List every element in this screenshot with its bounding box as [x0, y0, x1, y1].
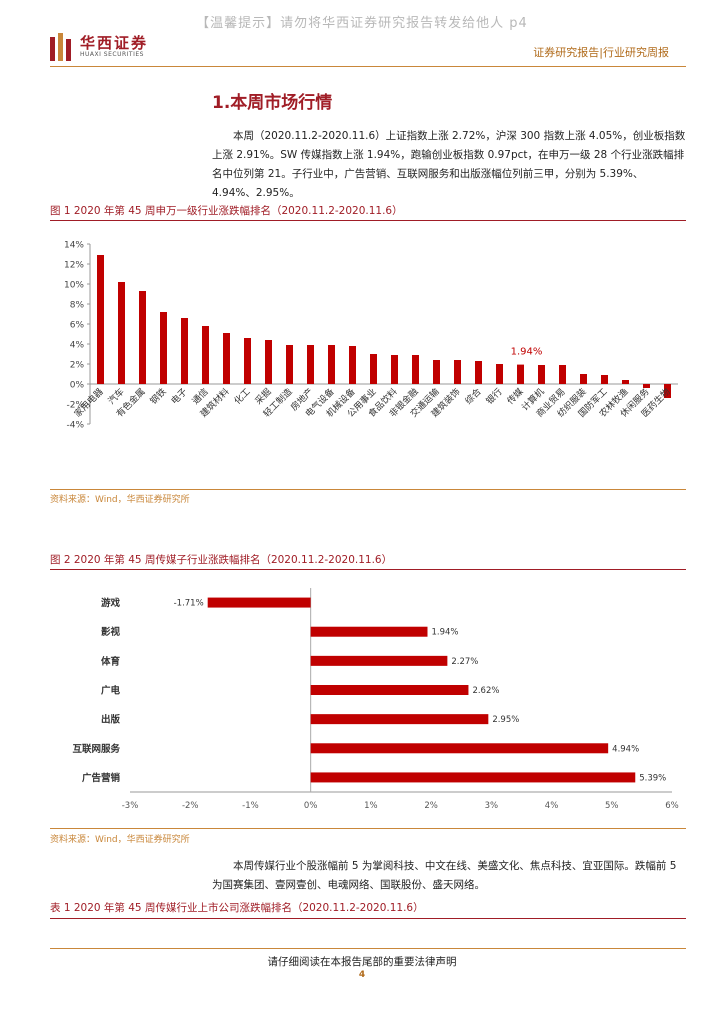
bar-化工 — [244, 338, 251, 384]
x-tick-label: 1% — [364, 801, 378, 811]
x-tick-label: 化工 — [231, 386, 252, 407]
bar-建筑材料 — [223, 333, 230, 384]
y-tick-label: -4% — [66, 421, 84, 431]
x-tick-label: -2% — [182, 801, 199, 811]
x-tick-label: 2% — [424, 801, 438, 811]
report-type-label: 证券研究报告|行业研究周报 — [533, 46, 669, 59]
logo-name-cn: 华西证券 — [80, 34, 149, 52]
x-tick-label: 电子 — [168, 386, 189, 407]
category-label: 广电 — [101, 685, 121, 697]
industry-ranking-chart: 14%12%10%8%6%4%2%0%-2%-4%家用电器 汽车有色金属 钢铁 电子通… — [64, 241, 678, 431]
y-tick-label: 4% — [70, 341, 85, 351]
legal-notice: 请仔细阅读在本报告尾部的重要法律声明 — [267, 956, 457, 968]
media-subsector-chart: -3% -2% -1% 0% 1% 2% 3% 4% 5% 6% 游戏 -1.71% 影视 1.94% 体育… — [72, 588, 679, 811]
figure1-bottom-rule — [50, 489, 686, 490]
y-tick-label: 8% — [70, 301, 85, 311]
x-tick-label: -1% — [242, 801, 259, 811]
bar-钢铁 — [160, 312, 167, 384]
figure2-bottom-rule — [50, 828, 686, 829]
bar-房地产 — [307, 345, 314, 384]
category-label: 游戏 — [101, 597, 121, 609]
logo-name-en: HUAXI SECURITIES — [80, 51, 144, 58]
bar-公用事业 — [370, 354, 377, 384]
figure1-caption: 图 1 2020 年第 45 周申万一级行业涨跌幅排名（2020.11.2-20… — [50, 205, 403, 217]
category-label: 体育 — [101, 655, 121, 667]
highlight-data-label: 1.94% — [511, 347, 543, 358]
bar-体育 — [310, 655, 448, 666]
bar-电子 — [181, 318, 188, 384]
bar-家用电器 — [97, 255, 104, 384]
bar-国防军工 — [601, 375, 608, 384]
category-label: 广告营销 — [82, 772, 121, 784]
y-tick-label: 12% — [64, 261, 84, 271]
bar-计算机 — [538, 365, 545, 384]
y-tick-label: 2% — [70, 361, 85, 371]
section-title: 1.本周市场行情 — [212, 93, 333, 113]
market-summary-paragraph: 本周（2020.11.2-2020.11.6）上证指数上涨 2.72%，沪深 3… — [212, 130, 686, 199]
bar-互联网服务 — [310, 743, 609, 754]
y-tick-label: 6% — [70, 321, 85, 331]
data-label: 2.95% — [492, 715, 519, 725]
data-label: 4.94% — [612, 744, 639, 754]
bar-游戏 — [207, 597, 311, 608]
data-label: 2.62% — [472, 686, 499, 696]
bar-休闲服务 — [643, 384, 650, 388]
data-label: 5.39% — [639, 773, 666, 783]
y-tick-label: 14% — [64, 241, 84, 251]
data-label: 2.27% — [451, 657, 478, 667]
table1-top-rule — [50, 918, 686, 919]
bar-纺织服装 — [580, 374, 587, 384]
category-label: 出版 — [101, 714, 121, 726]
bar-通信 — [202, 326, 209, 384]
y-tick-label: 0% — [70, 381, 85, 391]
bar-影视 — [310, 626, 428, 637]
category-label: 影视 — [101, 626, 121, 638]
y-tick-label: -2% — [66, 401, 84, 411]
bar-非银金融 — [412, 355, 419, 384]
bar-食品饮料 — [391, 355, 398, 384]
bar-医药生物 — [664, 384, 671, 398]
figure2-source: 资料来源：Wind，华西证券研究所 — [50, 835, 190, 845]
forwarding-notice: 【温馨提示】请勿将华西证券研究报告转发给他人 p4 — [196, 16, 528, 31]
page-number: 4 — [358, 970, 366, 980]
data-label: 1.94% — [431, 628, 458, 638]
data-label: -1.71% — [174, 599, 204, 609]
header-divider — [50, 66, 686, 67]
bar-轻工制造 — [286, 345, 293, 384]
x-tick-label: 5% — [605, 801, 619, 811]
bar-汽车 — [118, 282, 125, 384]
bar-银行 — [496, 364, 503, 384]
bar-商业贸易 — [559, 365, 566, 384]
figure2-caption: 图 2 2020 年第 45 周传媒子行业涨跌幅排名（2020.11.2-202… — [50, 554, 393, 566]
huaxi-logo-icon — [50, 33, 71, 61]
x-tick-label: 4% — [545, 801, 559, 811]
figure1-top-rule — [50, 220, 686, 221]
figure2-top-rule — [50, 569, 686, 570]
category-label: 互联网服务 — [72, 743, 120, 755]
x-tick-label: 0% — [304, 801, 318, 811]
bar-交通运输 — [433, 360, 440, 384]
x-tick-label: 综合 — [462, 386, 483, 407]
table1-caption: 表 1 2020 年第 45 周传媒行业上市公司涨跌幅排名（2020.11.2-… — [50, 902, 424, 914]
footer-divider — [50, 948, 686, 949]
bar-农林牧渔 — [622, 380, 629, 384]
x-tick-label: 6% — [665, 801, 679, 811]
x-tick-label: 银行 — [483, 386, 504, 407]
bar-综合 — [475, 361, 482, 384]
bar-有色金属 — [139, 291, 146, 384]
bar-电气设备 — [328, 345, 335, 384]
bar-广电 — [310, 685, 469, 695]
figure1-source: 资料来源：Wind，华西证券研究所 — [50, 495, 190, 505]
bar-采掘 — [265, 340, 272, 384]
bar-建筑装饰 — [454, 360, 461, 384]
bar-传媒 — [517, 364, 524, 384]
bar-广告营销 — [310, 772, 636, 783]
y-tick-label: 10% — [64, 281, 84, 291]
bar-出版 — [310, 714, 489, 725]
x-tick-label: -3% — [122, 801, 139, 811]
stock-movers-paragraph: 本周传媒行业个股涨幅前 5 为掌阅科技、中文在线、美盛文化、焦点科技、宜亚国际。… — [212, 860, 677, 891]
x-tick-label: 3% — [485, 801, 499, 811]
x-tick-label: 钢铁 — [147, 386, 168, 407]
bar-机械设备 — [349, 346, 356, 384]
